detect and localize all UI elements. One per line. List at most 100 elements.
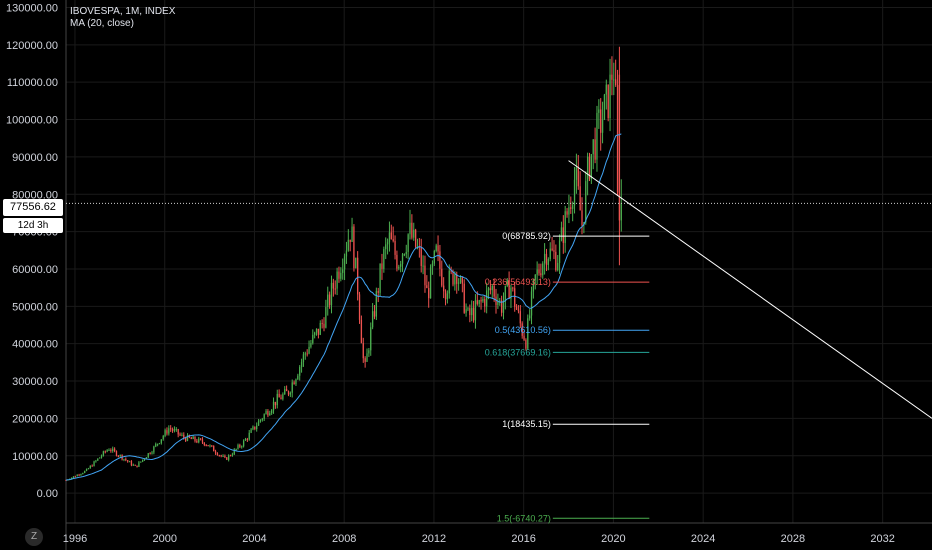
candle-body — [362, 343, 364, 359]
candle-body — [547, 259, 550, 265]
zoom-reset-button[interactable]: Z — [25, 528, 43, 546]
candle-body — [168, 428, 170, 434]
candle-body — [504, 285, 507, 302]
candle-body — [517, 309, 520, 312]
candle-body — [562, 227, 564, 243]
y-tick-label: 80000.00 — [12, 189, 58, 201]
candle-body — [93, 461, 95, 467]
candle-body — [523, 335, 525, 340]
candle-body — [233, 449, 235, 455]
candle-body — [502, 301, 505, 313]
candle-body — [194, 436, 196, 441]
candle-body — [512, 287, 514, 289]
candle-body — [299, 367, 301, 376]
candle-body — [596, 112, 598, 160]
candle-body — [162, 435, 164, 440]
candle-body — [100, 455, 103, 458]
candle-body — [280, 397, 282, 400]
candle-body — [181, 434, 183, 436]
candle-body — [317, 328, 320, 335]
candle-body — [248, 432, 250, 440]
candle-body — [89, 465, 91, 469]
candle-body — [271, 410, 273, 414]
candle-body — [598, 109, 600, 113]
candle-body — [482, 299, 484, 302]
candle-body — [508, 279, 510, 299]
candle-body — [272, 401, 275, 411]
candle-body — [226, 457, 228, 460]
candle-body — [437, 245, 439, 252]
candle-body — [375, 291, 378, 317]
candle-body — [229, 455, 232, 457]
candle-body — [573, 179, 576, 206]
candle-body — [401, 254, 404, 265]
candle-body — [551, 248, 553, 251]
candle-body — [239, 445, 241, 447]
candle-body — [213, 446, 215, 452]
candle-body — [499, 300, 501, 302]
y-tick-label: 10000.00 — [12, 451, 58, 463]
y-tick-label: 30000.00 — [12, 376, 58, 388]
y-tick-label: 20000.00 — [12, 413, 58, 425]
candle-body — [480, 300, 482, 302]
fib-level-label: 1.5(-6740.27) — [497, 513, 551, 523]
candle-body — [463, 283, 465, 313]
candle-body — [302, 354, 305, 363]
candle-body — [345, 250, 348, 257]
candle-body — [411, 222, 413, 238]
x-tick-label: 2016 — [511, 533, 535, 545]
x-tick-label: 2008 — [332, 533, 356, 545]
candle-body — [340, 272, 342, 279]
candle-body — [315, 328, 318, 333]
candle-body — [418, 246, 421, 248]
candle-body — [422, 265, 424, 267]
candle-body — [306, 353, 308, 355]
candle-body — [357, 257, 359, 295]
candle-body — [491, 286, 493, 291]
candle-body — [364, 358, 366, 362]
candle-body — [478, 300, 480, 304]
candle-body — [545, 253, 548, 265]
candle-body — [211, 445, 213, 447]
candle-body — [87, 468, 90, 470]
candle-body — [112, 448, 114, 451]
candle-body — [394, 240, 396, 255]
candle-body — [252, 426, 254, 430]
candle-body — [70, 477, 73, 480]
bar-countdown-tag: 12d 3h — [3, 218, 63, 233]
candle-body — [351, 226, 353, 242]
candle-body — [558, 240, 561, 263]
candle-body — [611, 74, 613, 80]
candle-body — [218, 455, 220, 457]
candle-body — [450, 270, 452, 272]
candle-body — [98, 457, 101, 459]
candle-body — [495, 296, 497, 305]
candle-body — [493, 286, 495, 297]
candle-body — [381, 263, 383, 269]
candle-body — [297, 375, 299, 380]
candle-body — [282, 394, 284, 400]
candle-body — [519, 311, 521, 324]
y-tick-label: 90000.00 — [12, 152, 58, 164]
candle-body — [347, 239, 349, 251]
candle-body — [220, 455, 222, 457]
candle-body — [424, 265, 426, 286]
indicator-legend[interactable]: MA (20, close) — [70, 18, 134, 29]
candle-body — [456, 274, 458, 284]
candle-body — [97, 458, 99, 461]
candle-body — [443, 285, 445, 292]
fib-level-label: 0(68785.92) — [502, 231, 551, 241]
candle-body — [510, 287, 512, 299]
candle-body — [325, 306, 327, 328]
x-tick-label: 1996 — [63, 533, 87, 545]
candle-body — [203, 442, 206, 446]
candle-body — [334, 288, 336, 290]
candle-body — [446, 293, 449, 300]
candle-body — [618, 74, 621, 221]
candle-body — [615, 79, 617, 86]
candle-body — [616, 85, 619, 193]
fib-retracement: 0(68785.92) 0.236(56493.13) 0.5(43610.56) 0… — [485, 231, 650, 523]
candle-body — [177, 429, 179, 435]
candle-body — [332, 282, 335, 289]
